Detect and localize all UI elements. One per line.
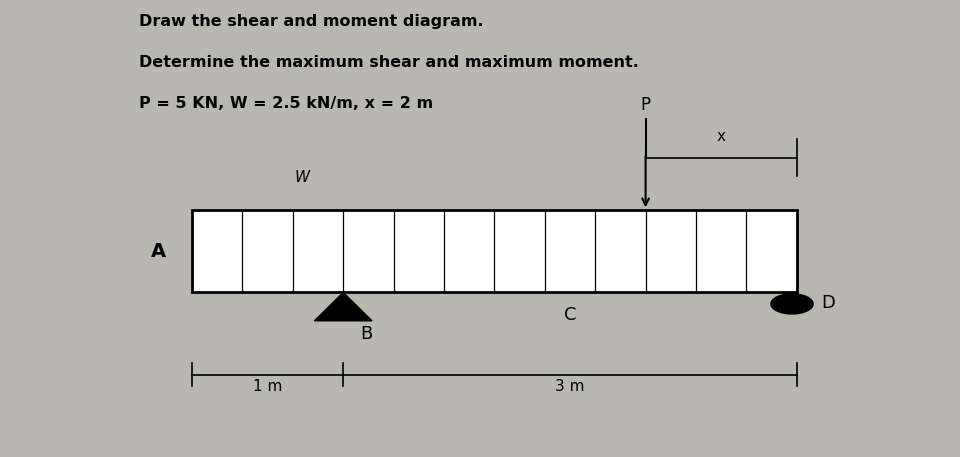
Circle shape xyxy=(771,294,813,314)
Text: 1 m: 1 m xyxy=(252,379,282,394)
Text: Draw the shear and moment diagram.: Draw the shear and moment diagram. xyxy=(139,14,484,29)
Text: W: W xyxy=(295,170,310,185)
Bar xyxy=(192,210,797,292)
Text: P = 5 KN, W = 2.5 kN/m, x = 2 m: P = 5 KN, W = 2.5 kN/m, x = 2 m xyxy=(139,96,433,111)
Text: B: B xyxy=(361,325,372,343)
Text: A: A xyxy=(151,242,166,261)
Text: Determine the maximum shear and maximum moment.: Determine the maximum shear and maximum … xyxy=(139,55,639,70)
Text: P: P xyxy=(640,96,651,114)
Text: 3 m: 3 m xyxy=(555,379,585,394)
Text: x: x xyxy=(717,129,726,144)
Text: D: D xyxy=(821,293,834,312)
Polygon shape xyxy=(315,292,372,321)
Text: C: C xyxy=(564,306,576,324)
